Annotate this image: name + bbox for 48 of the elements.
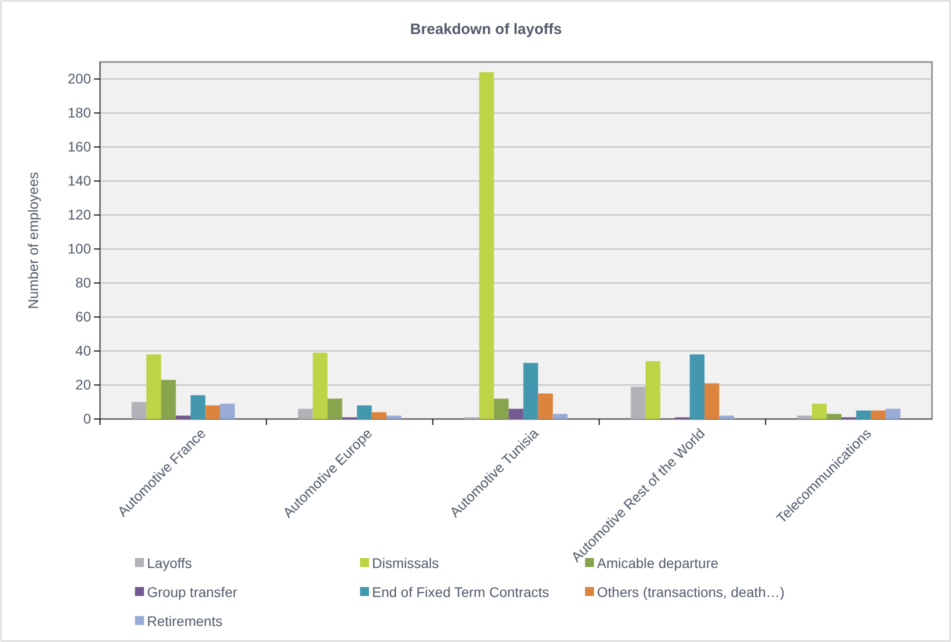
bar [646,361,660,419]
legend-label: End of Fixed Term Contracts [372,584,550,600]
y-tick-label: 20 [75,376,92,392]
bar [508,408,524,419]
bar [538,394,553,419]
bar [161,380,176,419]
bar [298,408,313,419]
bar [812,404,827,419]
bar [205,405,220,419]
legend-label: Dismissals [372,555,439,571]
bar [386,416,402,419]
bar [132,402,146,419]
legend-label: Others (transactions, death…) [597,584,785,600]
bar [886,408,900,419]
bar [479,72,494,419]
bar [704,383,720,419]
bar [856,410,871,419]
legend-label: Group transfer [147,584,238,600]
bar [552,414,568,419]
bar [220,404,235,419]
bar [494,398,509,419]
y-tick-label: 40 [75,342,92,358]
bar [327,398,342,419]
bar [176,416,191,419]
bar [870,410,886,419]
bar [826,414,842,419]
bar [719,416,734,419]
bar [146,354,162,419]
y-tick-label: 120 [68,206,92,222]
legend-label: Layoffs [147,555,192,571]
y-tick-label: 100 [68,240,92,256]
y-tick-label: 160 [68,138,92,154]
bar [797,416,812,419]
y-tick-label: 60 [75,308,92,324]
y-tick-label: 0 [83,410,92,426]
bar [190,395,206,419]
chart-title: Breakdown of layoffs [410,21,562,38]
bar [690,354,705,419]
bar [356,405,372,419]
y-axis-title: Number of employees [25,172,41,309]
legend-label: Retirements [147,613,222,629]
y-tick-label: 200 [68,70,92,86]
bar [523,362,538,419]
bar [372,412,386,419]
y-tick-label: 80 [75,274,92,290]
bar [312,352,328,419]
y-tick-label: 180 [68,104,92,120]
y-tick-label: 140 [68,172,92,188]
